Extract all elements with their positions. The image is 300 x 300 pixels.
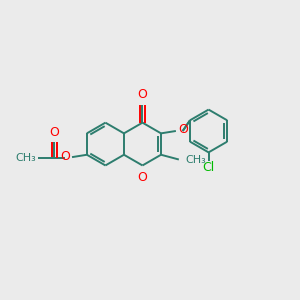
Text: O: O xyxy=(137,171,147,184)
Text: O: O xyxy=(60,150,70,163)
Text: O: O xyxy=(137,88,147,101)
Text: O: O xyxy=(49,126,59,139)
Text: O: O xyxy=(178,123,188,136)
Text: Cl: Cl xyxy=(202,161,215,174)
Text: CH₃: CH₃ xyxy=(186,155,206,165)
Text: CH₃: CH₃ xyxy=(16,153,36,163)
